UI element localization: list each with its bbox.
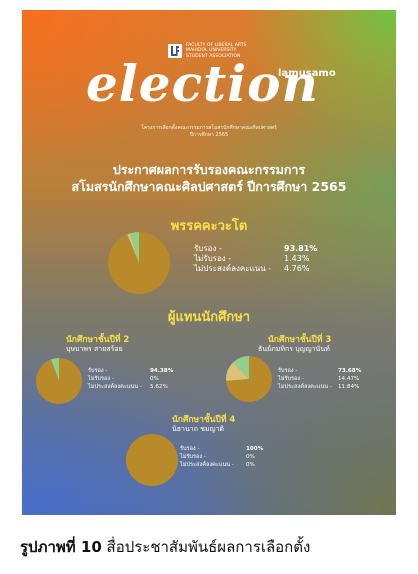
candidate-year3-pie [226, 356, 272, 402]
election-title-word: election [86, 54, 319, 113]
headline-line2: สโมสรนักศึกษาคณะศิลปศาสตร์ ปีการศึกษา 25… [71, 179, 347, 194]
candidate-year3-approve-value: 73.68% [338, 368, 362, 374]
org-description-line1: โครงการเลือกตั้งคณะกรรมการสโมสรนักศึกษาค… [141, 125, 277, 131]
student-rep-heading: ผู้แทนนักศึกษา [167, 310, 251, 325]
party-result-pie-slice-abstain [129, 232, 139, 263]
candidate-year4-pie [126, 434, 178, 486]
candidate-year4-abstain-label: ไม่ประสงค์ลงคะแนน - [180, 462, 234, 468]
party-result-pie-slice-reject [127, 233, 139, 263]
candidate-year4-pie-slice-approve [126, 434, 178, 486]
party-abstain-value: 4.76% [284, 264, 310, 273]
candidate-year4-name: นิธานาถ ชมญาติ [172, 425, 224, 433]
party-heading: พรรคคะวะโต [170, 219, 248, 234]
candidate-year2-pie-slice-abstain [51, 358, 59, 381]
candidate-year4-approve-value: 100% [246, 446, 264, 452]
candidate-year2-approve-value: 94.38% [150, 368, 174, 374]
candidate-year3-approve-label: รับรอง - [278, 368, 298, 374]
candidate-year2-title: นักศึกษาชั้นปีที่ 2 [66, 335, 130, 345]
candidate-year2-abstain-value: 5.62% [150, 384, 168, 390]
party-abstain-label: ไม่ประสงค์ลงคะแนน - [194, 264, 272, 273]
faculty-logo-icon [168, 44, 182, 58]
party-reject-value: 1.43% [284, 254, 310, 263]
candidate-year3-pie-slice-approve [226, 356, 272, 402]
candidate-year4-reject-value: 0% [246, 454, 255, 460]
candidate-year3-pie-slice-abstain [233, 356, 249, 379]
party-reject-label: ไม่รับรอง - [194, 254, 232, 263]
election-poster: FACULTY OF LIBERAL ARTS MAHIDOL UNIVERSI… [22, 10, 396, 515]
lamusamo-label: lamusamo [278, 68, 336, 79]
candidate-year4-title: นักศึกษาชั้นปีที่ 4 [172, 415, 236, 425]
candidate-year4-approve-label: รับรอง - [180, 446, 200, 452]
candidate-year4-reject-label: ไม่รับรอง - [180, 454, 206, 460]
party-approve-label: รับรอง - [194, 244, 222, 253]
party-approve-value: 93.81% [284, 244, 318, 253]
candidate-year2-pie [36, 358, 82, 404]
candidate-year3-reject-label: ไม่รับรอง - [278, 376, 304, 382]
headline-line1: ประกาศผลการรับรองคณะกรรมการ [112, 162, 306, 177]
candidate-year3-pie-slice-reject [226, 362, 249, 381]
faculty-logo-text: FACULTY OF LIBERAL ARTS MAHIDOL UNIVERSI… [186, 43, 247, 59]
candidate-year3-reject-value: 14.47% [338, 376, 360, 382]
candidate-year2-approve-label: รับรอง - [88, 368, 108, 374]
org-description-line2: ปีการศึกษา 2565 [189, 132, 229, 138]
candidate-year3-title: นักศึกษาชั้นปีที่ 3 [268, 335, 332, 345]
candidate-year3-abstain-label: ไม่ประสงค์ลงคะแนน - [278, 384, 332, 390]
candidate-year3-name: ธันย์ภมทิกร บุญญานันท์ [258, 345, 330, 353]
figure-number: รูปภาพที่ 10 [20, 538, 102, 556]
candidate-year2-name: บุษบาพร สายสร้อย [66, 345, 123, 353]
candidate-year3-abstain-value: 11.84% [338, 384, 360, 390]
figure-caption-text: สื่อประชาสัมพันธ์ผลการเลือกตั้ง [101, 538, 311, 556]
candidate-year4-abstain-value: 0% [246, 462, 255, 468]
figure-caption: รูปภาพที่ 10 สื่อประชาสัมพันธ์ผลการเลือก… [20, 535, 310, 559]
party-result-pie [108, 232, 170, 294]
candidate-year2-reject-label: ไม่รับรอง - [88, 376, 114, 382]
candidate-year2-abstain-label: ไม่ประสงค์ลงคะแนน - [88, 384, 142, 390]
candidate-year2-reject-value: 0% [150, 376, 159, 382]
